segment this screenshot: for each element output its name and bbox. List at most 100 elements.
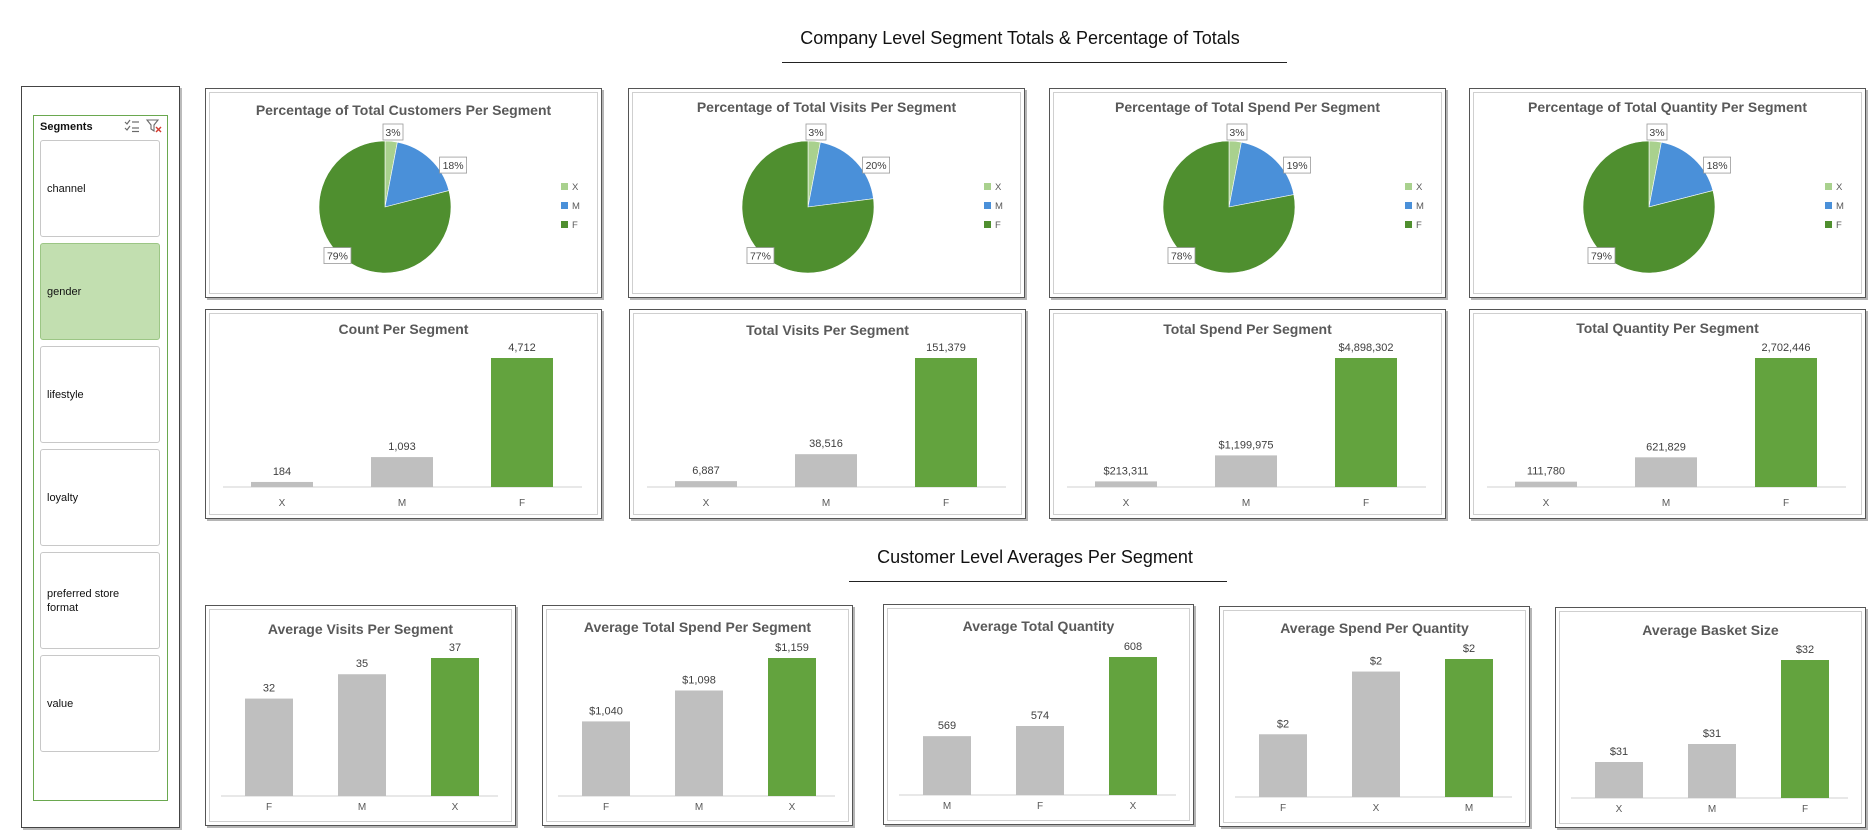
bar-chart-average-basket-size: Average Basket Size $31 X $31 M $32 F	[1555, 607, 1866, 828]
legend-label-x: X	[1416, 182, 1423, 193]
bar-chart-svg: $31 X $31 M $32 F	[1571, 644, 1848, 815]
bar-chart-svg: $1,040 F $1,098 M $1,159 X	[558, 642, 835, 813]
bar-data-label: $2	[1277, 718, 1289, 730]
data-label-box	[1587, 247, 1616, 264]
clear-filter-icon[interactable]	[145, 119, 162, 133]
legend-swatch-m	[1825, 202, 1832, 209]
x-tick-label: X	[703, 498, 710, 509]
bar-f	[1259, 734, 1307, 797]
chart-title: Average Basket Size	[1642, 622, 1779, 638]
data-label-box	[382, 123, 404, 141]
pie-slice-m	[807, 141, 874, 208]
pie-data-label: 18%	[1703, 156, 1731, 174]
bar-f	[582, 721, 630, 796]
slicer-item-lifestyle[interactable]: lifestyle	[40, 346, 160, 443]
chart-title: Percentage of Total Quantity Per Segment	[1527, 99, 1808, 115]
bar-x	[251, 481, 313, 487]
customer-section-title: Customer Level Averages Per Segment	[877, 547, 1193, 567]
bar-f	[491, 358, 553, 487]
legend-swatch-f	[1825, 221, 1832, 228]
chart-title: Average Total Quantity	[962, 618, 1115, 634]
legend-label-f: F	[995, 220, 1001, 231]
bar-m	[795, 454, 857, 487]
data-label-box	[1646, 123, 1668, 141]
slicer-item-preferred-store-format[interactable]: preferred store format	[40, 552, 160, 649]
bar-x	[1515, 481, 1577, 487]
bar-data-label: 621,829	[1646, 441, 1686, 453]
legend-label-f: F	[1836, 220, 1842, 231]
multi-select-icon[interactable]	[124, 119, 140, 133]
bar-chart-svg: 184 X 1,093 M 4,712 F	[223, 342, 582, 509]
bar-m	[1635, 457, 1697, 487]
data-label-text: 79%	[327, 251, 348, 263]
legend-label-m: M	[995, 201, 1003, 212]
x-tick-label: F	[266, 802, 272, 813]
bar-data-label: 151,379	[926, 342, 966, 354]
bar-data-label: 38,516	[809, 438, 843, 450]
legend-label-f: F	[1416, 220, 1422, 231]
chart-title: Percentage of Total Spend Per Segment	[1114, 99, 1381, 115]
data-label-text: 79%	[1591, 251, 1612, 263]
x-tick-label: F	[1037, 801, 1043, 812]
x-tick-label: M	[1662, 498, 1670, 509]
data-label-text: 18%	[1707, 160, 1728, 172]
pie-data-label: 20%	[862, 156, 890, 174]
x-tick-label: M	[1465, 803, 1473, 814]
x-tick-label: M	[398, 498, 406, 509]
data-label-text: 3%	[808, 127, 823, 139]
pie-chart-svg: 3% 20% 77% XMF	[741, 123, 1003, 274]
pie-data-label: 79%	[323, 247, 352, 264]
slicer-item-label: value	[47, 697, 74, 710]
data-label-text: 78%	[1171, 251, 1192, 263]
legend-swatch-m	[984, 202, 991, 209]
chart-title: Average Visits Per Segment	[267, 621, 454, 637]
bar-chart-total-quantity: Total Quantity Per Segment 111,780 X 621,8…	[1469, 309, 1866, 519]
slicer-item-gender[interactable]: gender	[40, 243, 160, 340]
data-label-box	[805, 123, 827, 141]
slicer-item-channel[interactable]: channel	[40, 140, 160, 237]
slicer-item-loyalty[interactable]: loyalty	[40, 449, 160, 546]
legend-swatch-x	[561, 183, 568, 190]
bar-chart-average-total-spend: Average Total Spend Per Segment $1,040 F $…	[542, 605, 853, 826]
x-tick-label: M	[943, 801, 951, 812]
bar-data-label: $1,199,975	[1218, 439, 1273, 451]
slicer-item-label: gender	[47, 285, 82, 298]
x-tick-label: X	[1616, 804, 1623, 815]
chart-title: Total Visits Per Segment	[746, 322, 909, 338]
slicer-item-label: channel	[47, 182, 86, 195]
data-label-text: 19%	[1287, 160, 1308, 172]
pie-chart-svg: 3% 18% 79% XMF	[318, 123, 580, 274]
bar-x	[1595, 762, 1643, 798]
slicer-item-value[interactable]: value	[40, 655, 160, 752]
bar-data-label: 2,702,446	[1762, 342, 1811, 354]
legend-label-x: X	[572, 182, 579, 193]
bar-x	[675, 481, 737, 487]
data-label-box	[1226, 123, 1248, 141]
bar-data-label: 569	[938, 720, 956, 732]
legend-swatch-x	[984, 183, 991, 190]
bar-data-label: 4,712	[508, 342, 536, 354]
data-label-box	[862, 156, 890, 174]
pie-data-label: 78%	[1167, 247, 1196, 264]
bar-data-label: $2	[1370, 656, 1382, 668]
bar-x	[1095, 481, 1157, 487]
bar-m	[371, 457, 433, 487]
pie-data-label: 3%	[1226, 123, 1248, 141]
chart-title: Average Total Spend Per Segment	[583, 619, 812, 635]
bar-chart-svg: $213,311 X $1,199,975 M $4,898,302 F	[1067, 342, 1426, 509]
legend-swatch-x	[1405, 183, 1412, 190]
pie-chart-svg: 3% 19% 78% XMF	[1162, 123, 1424, 274]
x-tick-label: X	[1130, 801, 1137, 812]
bar-f	[1016, 726, 1064, 795]
bar-data-label: $32	[1796, 644, 1814, 656]
legend-label-f: F	[572, 220, 578, 231]
slicer-item-label: loyalty	[47, 491, 79, 504]
bar-data-label: $213,311	[1103, 465, 1148, 477]
chart-title: Total Quantity Per Segment	[1576, 320, 1759, 336]
slicer-item-label: lifestyle	[47, 388, 84, 401]
pie-slice-m	[1648, 141, 1714, 208]
x-tick-label: F	[1802, 804, 1808, 815]
bar-data-label: $1,159	[775, 642, 809, 654]
customer-section-rule	[849, 581, 1227, 582]
bar-chart-svg: 111,780 X 621,829 M 2,702,446 F	[1487, 342, 1846, 509]
